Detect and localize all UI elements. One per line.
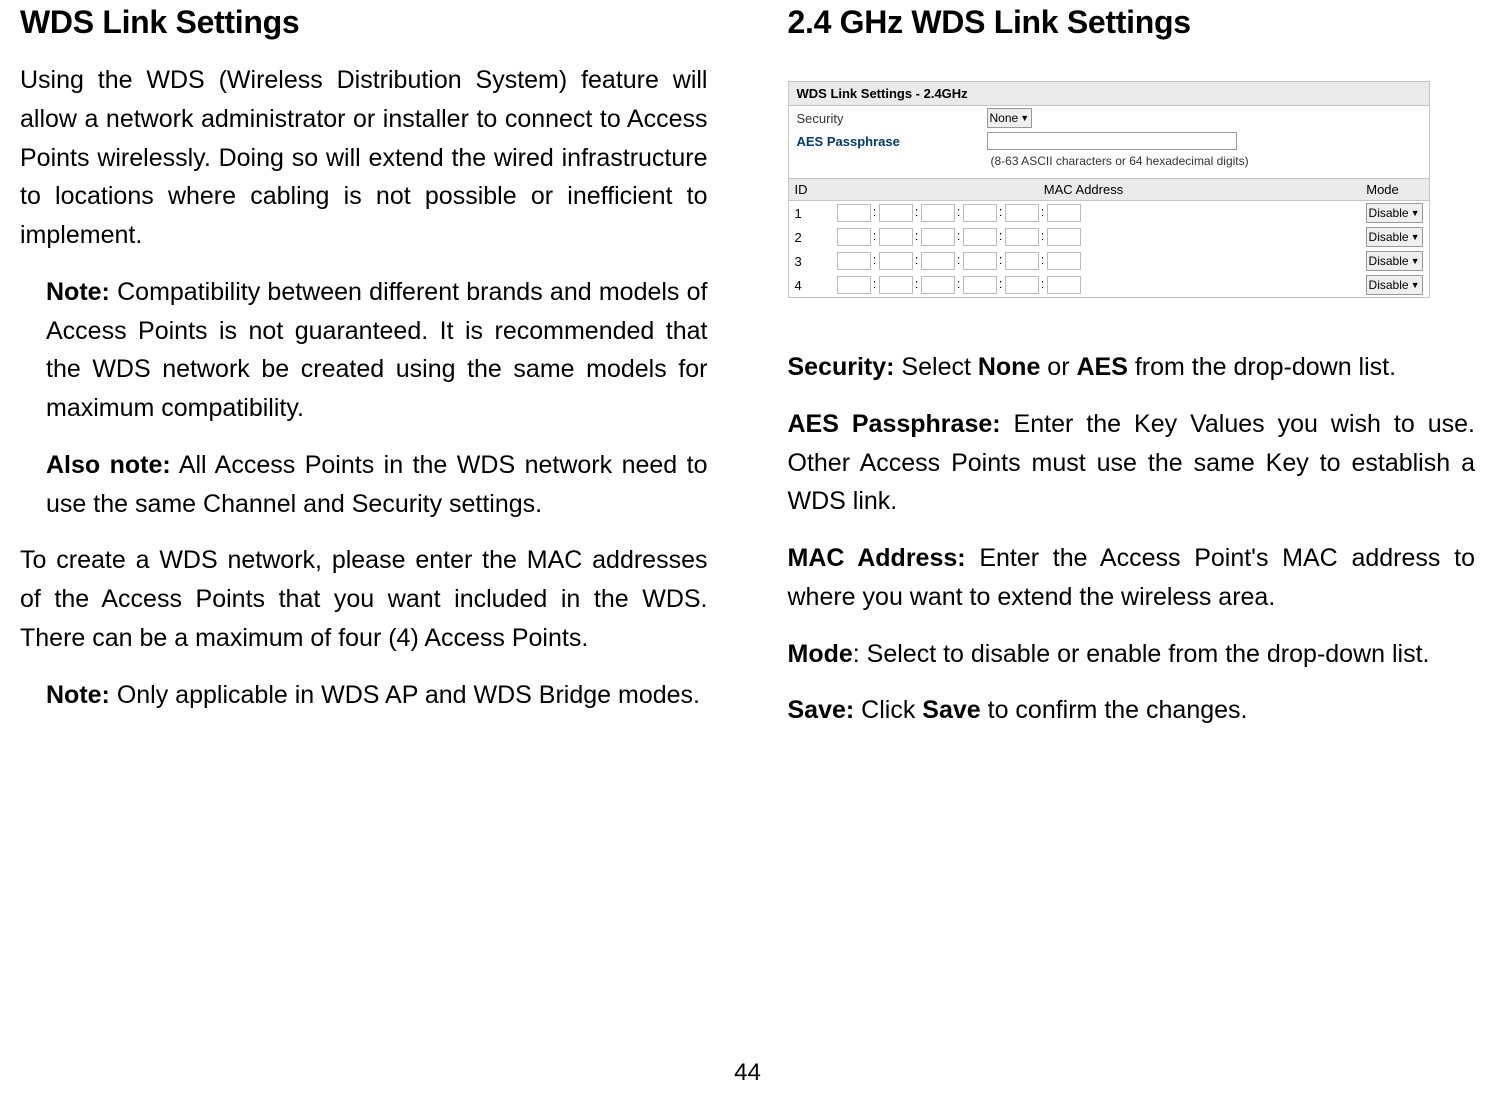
table-row: 2 ::::: Disable ▼ xyxy=(789,225,1429,249)
save-desc-label: Save: xyxy=(788,696,855,724)
mac-input[interactable] xyxy=(1005,252,1039,270)
left-note1: Note: Compatibility between different br… xyxy=(20,273,708,428)
chevron-down-icon: ▼ xyxy=(1411,232,1420,242)
security-desc: Security: Select None or AES from the dr… xyxy=(788,348,1476,387)
mac-input[interactable] xyxy=(1047,252,1081,270)
mode-select[interactable]: Disable ▼ xyxy=(1366,227,1423,247)
mac-input[interactable] xyxy=(1047,228,1081,246)
table-row: 1 ::::: Disable ▼ xyxy=(789,201,1429,226)
table-row: 4 ::::: Disable ▼ xyxy=(789,273,1429,297)
mode-select[interactable]: Disable ▼ xyxy=(1366,203,1423,223)
th-id: ID xyxy=(789,179,831,201)
passphrase-label: AES Passphrase xyxy=(797,134,987,149)
mode-select[interactable]: Disable ▼ xyxy=(1366,275,1423,295)
mac-input[interactable] xyxy=(921,252,955,270)
mac-input[interactable] xyxy=(837,228,871,246)
mode-value: Disable xyxy=(1369,254,1409,268)
mac-table: ID MAC Address Mode 1 ::::: D xyxy=(789,178,1429,297)
security-desc-body: Select xyxy=(894,353,977,381)
mac-desc: MAC Address: Enter the Access Point's MA… xyxy=(788,539,1476,617)
mode-desc-body: : Select to disable or enable from the d… xyxy=(853,640,1430,668)
mode-value: Disable xyxy=(1369,230,1409,244)
security-desc-tail: from the drop-down list. xyxy=(1128,353,1396,381)
note3-label: Note: xyxy=(46,681,110,709)
mac-input[interactable] xyxy=(921,228,955,246)
mac-input[interactable] xyxy=(1005,204,1039,222)
note1-body: Compatibility between different brands a… xyxy=(46,278,708,422)
save-desc: Save: Click Save to confirm the changes. xyxy=(788,691,1476,730)
mac-input[interactable] xyxy=(963,228,997,246)
row-id: 4 xyxy=(789,273,831,297)
row-id: 1 xyxy=(789,201,831,226)
mode-desc: Mode: Select to disable or enable from t… xyxy=(788,635,1476,674)
mode-desc-label: Mode xyxy=(788,640,853,668)
mode-value: Disable xyxy=(1369,206,1409,220)
left-para2: To create a WDS network, please enter th… xyxy=(20,541,708,657)
wds-settings-panel: WDS Link Settings - 2.4GHz Security None… xyxy=(788,81,1430,298)
mac-input[interactable] xyxy=(1005,276,1039,294)
aes-desc-label: AES Passphrase: xyxy=(788,410,1001,438)
mac-input[interactable] xyxy=(1047,276,1081,294)
mac-cell: ::::: xyxy=(831,201,1337,226)
chevron-down-icon: ▼ xyxy=(1020,113,1029,123)
mac-input[interactable] xyxy=(837,252,871,270)
save-desc-body-a: Click xyxy=(854,696,922,724)
mac-input[interactable] xyxy=(1047,204,1081,222)
note2-label: Also note: xyxy=(46,451,171,479)
mac-input[interactable] xyxy=(879,276,913,294)
security-desc-or: or xyxy=(1040,353,1076,381)
th-mode: Mode xyxy=(1337,179,1429,201)
passphrase-input[interactable] xyxy=(987,132,1237,150)
right-heading: 2.4 GHz WDS Link Settings xyxy=(788,4,1476,41)
panel-title: WDS Link Settings - 2.4GHz xyxy=(789,82,1429,106)
mac-input[interactable] xyxy=(921,204,955,222)
note3-body: Only applicable in WDS AP and WDS Bridge… xyxy=(110,681,700,709)
security-select[interactable]: None ▼ xyxy=(987,108,1033,128)
th-mac: MAC Address xyxy=(831,179,1337,201)
left-note2: Also note: All Access Points in the WDS … xyxy=(20,446,708,524)
security-label: Security xyxy=(797,111,987,126)
security-desc-aes: AES xyxy=(1076,353,1127,381)
left-para1: Using the WDS (Wireless Distribution Sys… xyxy=(20,61,708,255)
mac-input[interactable] xyxy=(921,276,955,294)
security-desc-label: Security: xyxy=(788,353,895,381)
save-desc-save: Save xyxy=(922,696,980,724)
mac-input[interactable] xyxy=(963,204,997,222)
save-desc-body-b: to confirm the changes. xyxy=(981,696,1248,724)
passphrase-hint: (8-63 ASCII characters or 64 hexadecimal… xyxy=(991,154,1249,168)
mac-input[interactable] xyxy=(879,204,913,222)
mac-input[interactable] xyxy=(963,276,997,294)
mac-input[interactable] xyxy=(837,276,871,294)
left-note3: Note: Only applicable in WDS AP and WDS … xyxy=(20,676,708,715)
note1-label: Note: xyxy=(46,278,110,306)
row-id: 3 xyxy=(789,249,831,273)
mac-cell: ::::: xyxy=(831,273,1337,297)
chevron-down-icon: ▼ xyxy=(1411,280,1420,290)
chevron-down-icon: ▼ xyxy=(1411,208,1420,218)
mode-value: Disable xyxy=(1369,278,1409,292)
table-row: 3 ::::: Disable ▼ xyxy=(789,249,1429,273)
mac-input[interactable] xyxy=(879,252,913,270)
security-desc-none: None xyxy=(978,353,1041,381)
row-id: 2 xyxy=(789,225,831,249)
mac-input[interactable] xyxy=(837,204,871,222)
mac-input[interactable] xyxy=(1005,228,1039,246)
chevron-down-icon: ▼ xyxy=(1411,256,1420,266)
left-heading: WDS Link Settings xyxy=(20,4,708,41)
mode-select[interactable]: Disable ▼ xyxy=(1366,251,1423,271)
page-number: 44 xyxy=(0,1059,1495,1087)
mac-cell: ::::: xyxy=(831,225,1337,249)
mac-input[interactable] xyxy=(963,252,997,270)
mac-input[interactable] xyxy=(879,228,913,246)
mac-desc-label: MAC Address: xyxy=(788,544,966,572)
security-value: None xyxy=(990,111,1019,125)
aes-desc: AES Passphrase: Enter the Key Values you… xyxy=(788,405,1476,521)
mac-cell: ::::: xyxy=(831,249,1337,273)
